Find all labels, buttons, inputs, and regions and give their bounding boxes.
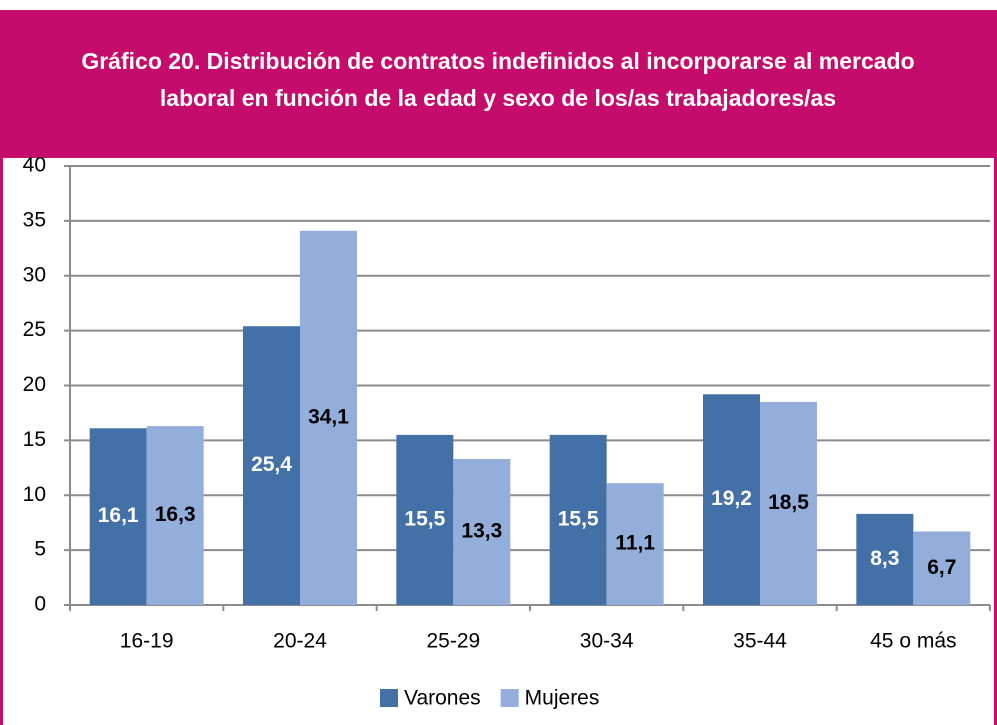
bar: [89, 428, 147, 605]
data-label: 25,4: [251, 453, 292, 476]
bar: [300, 230, 357, 605]
y-tick-label: 20: [23, 373, 46, 396]
bar: [856, 513, 914, 605]
bar: [146, 426, 204, 605]
legend-swatch: [380, 689, 398, 707]
bar: [606, 483, 664, 605]
legend-label: Mujeres: [525, 687, 600, 710]
data-label: 13,3: [461, 520, 502, 543]
data-label: 16,1: [98, 504, 139, 527]
y-tick-label: 5: [34, 538, 46, 561]
bar: [703, 394, 760, 605]
bar: [453, 459, 511, 605]
x-tick-label: 25-29: [426, 630, 480, 653]
data-label: 34,1: [308, 405, 349, 428]
data-label: 15,5: [558, 507, 599, 530]
bar: [760, 401, 817, 605]
y-tick-label: 0: [34, 593, 46, 616]
y-tick-label: 35: [23, 208, 46, 231]
y-tick-label: 25: [23, 318, 46, 341]
x-tick-label: 20-24: [273, 630, 327, 653]
y-tick-label: 40: [23, 154, 46, 177]
data-label: 8,3: [870, 547, 899, 570]
data-label: 11,1: [615, 532, 655, 555]
header-band: [0, 10, 997, 158]
bar: [243, 326, 300, 605]
chart-title: Gráfico 20. Distribución de contratos in…: [81, 48, 914, 74]
data-label: 15,5: [404, 507, 445, 530]
x-tick-label: 45 o más: [870, 630, 956, 653]
legend-label: Varones: [404, 687, 481, 710]
bar: [549, 434, 607, 605]
y-tick-label: 30: [23, 263, 46, 286]
chart-title: laboral en función de la edad y sexo de …: [160, 85, 836, 111]
bar: [396, 434, 454, 605]
y-tick-label: 10: [23, 483, 46, 506]
x-tick-label: 30-34: [580, 630, 634, 653]
x-tick-label: 35-44: [733, 630, 787, 653]
data-label: 18,5: [768, 491, 809, 514]
x-tick-label: 16-19: [120, 630, 174, 653]
legend-swatch: [500, 689, 519, 707]
data-label: 6,7: [927, 556, 956, 579]
data-label: 16,3: [155, 503, 196, 526]
bar: [913, 531, 971, 605]
data-label: 19,2: [711, 487, 752, 510]
y-tick-label: 15: [23, 428, 46, 451]
